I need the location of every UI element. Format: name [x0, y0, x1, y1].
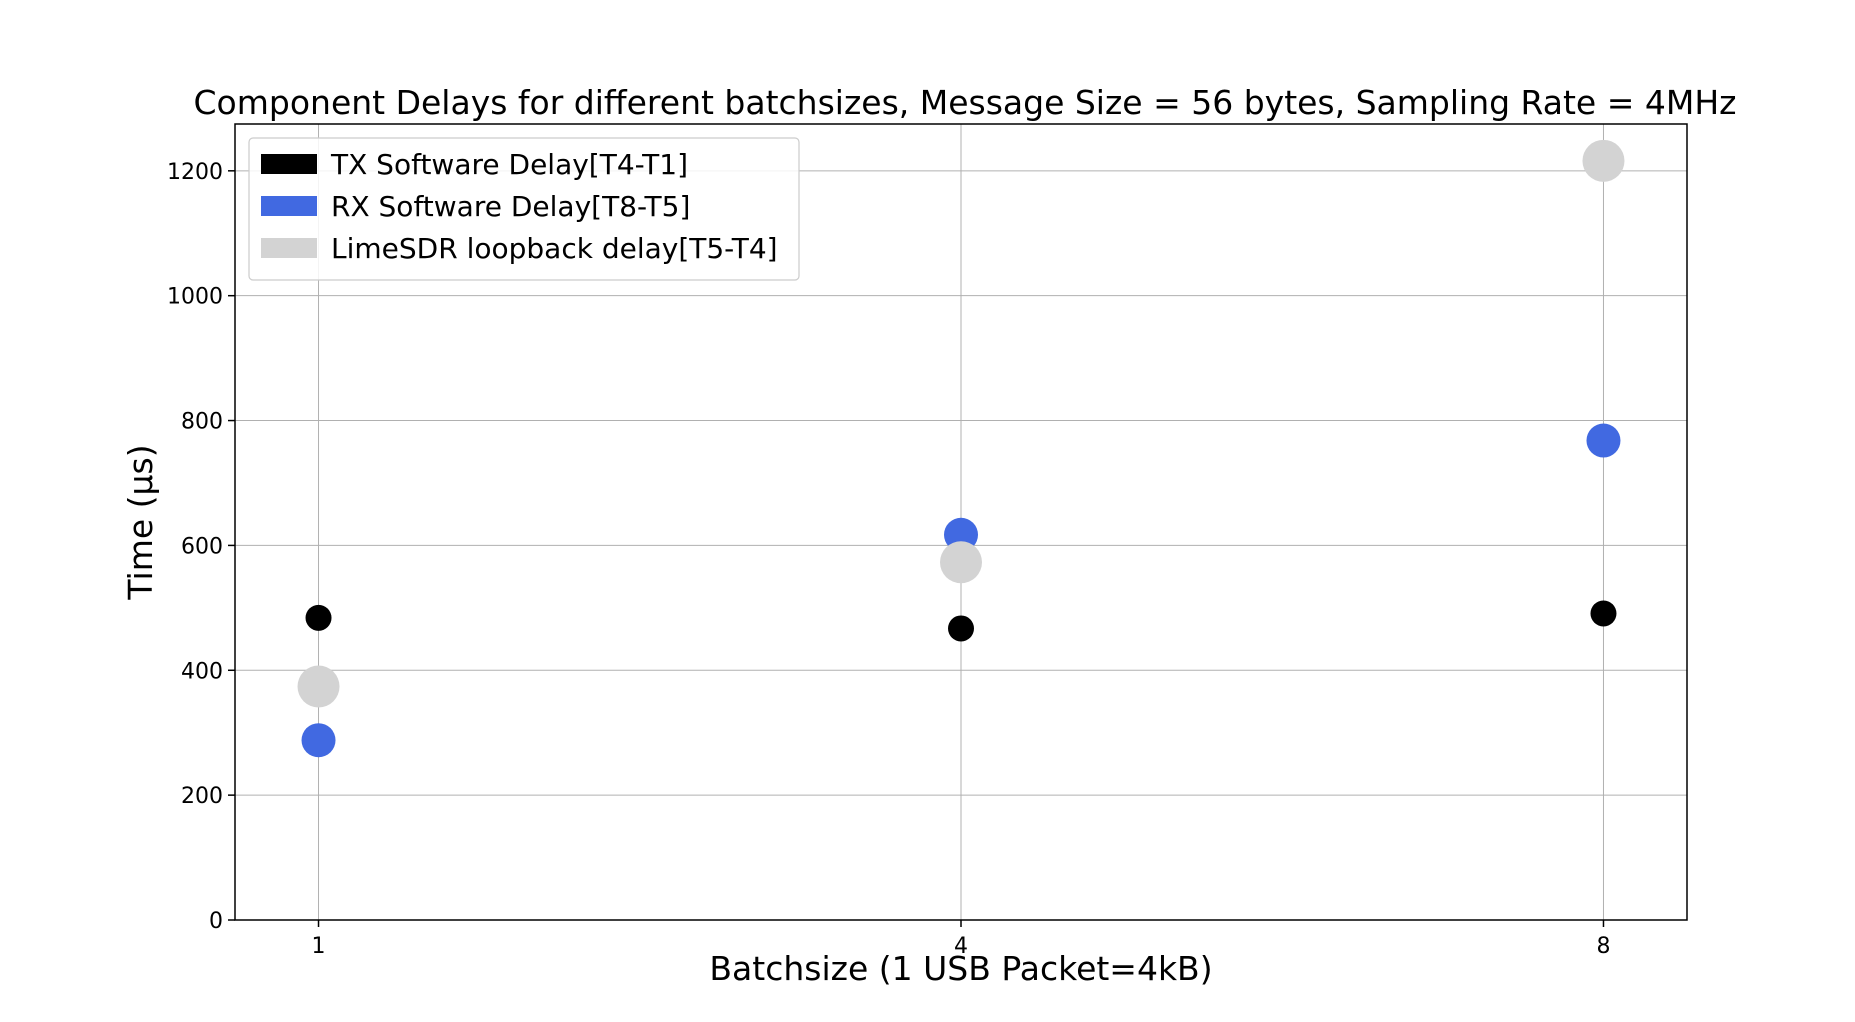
y-tick-label: 1200: [167, 160, 223, 185]
data-point-series-2: [301, 723, 336, 758]
y-tick-label: 600: [181, 534, 223, 559]
legend-swatch: [261, 154, 317, 174]
y-tick-label: 800: [181, 410, 223, 435]
chart-title: Component Delays for different batchsize…: [194, 83, 1737, 122]
axis-ticks: 1 4 8 0 200 400 600 800 1000 1200: [167, 160, 1610, 959]
data-point-series-1: [1590, 600, 1617, 627]
legend-label: LimeSDR loopback delay[T5-T4]: [331, 232, 778, 265]
legend-label: RX Software Delay[T8-T5]: [331, 190, 690, 223]
legend-box: [248, 137, 800, 281]
legend-label: TX Software Delay[T4-T1]: [330, 148, 688, 181]
data-point-series-1: [305, 604, 332, 631]
data-point-series-3: [297, 665, 340, 708]
y-tick-label: 1000: [167, 285, 223, 310]
data-point-series-3: [940, 541, 982, 584]
x-tick-label: 4: [954, 934, 968, 959]
y-tick-label: 0: [209, 909, 223, 934]
x-tick-label: 8: [1596, 934, 1610, 959]
legend-swatch: [261, 238, 317, 258]
legend-swatch: [261, 196, 317, 216]
y-tick-label: 200: [181, 784, 223, 809]
y-axis-label: Time (μs): [121, 444, 160, 600]
legend: TX Software Delay[T4-T1] RX Software Dela…: [248, 137, 800, 281]
data-point-series-2: [1586, 423, 1621, 458]
data-point-series-1: [948, 615, 974, 642]
y-tick-label: 400: [181, 659, 223, 684]
data-point-series-3: [1582, 139, 1625, 182]
data-points: [297, 139, 1625, 758]
x-axis-label: Batchsize (1 USB Packet=4kB): [709, 949, 1212, 988]
x-tick-label: 1: [312, 934, 326, 959]
